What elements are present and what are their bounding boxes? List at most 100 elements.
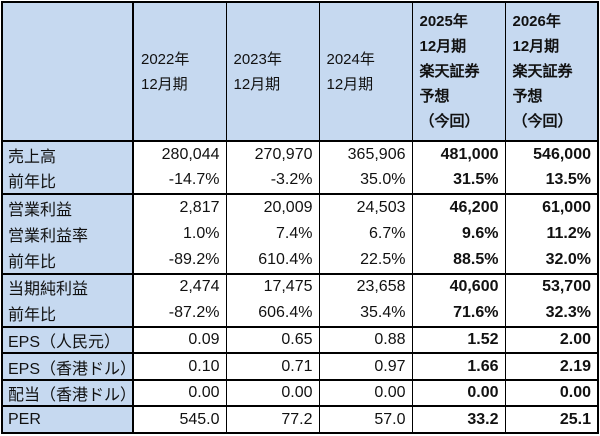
cell: -3.2% — [225, 167, 319, 195]
cell-forecast: 53,700 — [504, 272, 598, 301]
cell: 280,044 — [132, 140, 226, 168]
cell: 0.65 — [225, 325, 319, 354]
cell: 270,970 — [225, 140, 319, 168]
table-row-dividend-hkd: 配当（香港ドル） 0.00 0.00 0.00 0.00 0.00 — [1, 378, 598, 407]
row-label: 売上高 — [1, 140, 134, 168]
cell-forecast: 25.1 — [504, 405, 598, 433]
table-row-net-profit-yoy: 前年比 -87.2% 606.4% 35.4% 71.6% 32.3% — [1, 300, 598, 327]
table-row-per: PER 545.0 77.2 57.0 33.2 25.1 — [1, 405, 598, 433]
table-row-sales: 売上高 280,044 270,970 365,906 481,000 546,… — [1, 140, 598, 168]
cell: 606.4% — [225, 300, 319, 327]
row-label: EPS（香港ドル） — [1, 352, 134, 380]
cell: -89.2% — [132, 247, 226, 274]
header-line: 2026年 — [512, 13, 561, 30]
cell: 23,658 — [318, 272, 412, 301]
table-row-sales-yoy: 前年比 -14.7% -3.2% 35.0% 31.5% 13.5% — [1, 167, 598, 195]
cell-forecast: 33.2 — [411, 405, 505, 433]
corner-cell — [1, 2, 134, 142]
row-label: 前年比 — [1, 167, 134, 195]
cell: 57.0 — [318, 405, 412, 433]
cell: 7.4% — [225, 220, 319, 248]
cell: 77.2 — [225, 405, 319, 433]
cell: 17,475 — [225, 272, 319, 301]
cell-forecast: 71.6% — [411, 300, 505, 327]
row-label: 配当（香港ドル） — [1, 378, 134, 407]
cell: 2,817 — [132, 193, 226, 221]
cell: 22.5% — [318, 247, 412, 274]
cell-forecast: 9.6% — [411, 220, 505, 248]
cell: 1.0% — [132, 220, 226, 248]
cell-forecast: 11.2% — [504, 220, 598, 248]
column-header-fy2025-forecast: 2025年 12月期 楽天証券 予想 （今回） — [411, 2, 505, 142]
header-line: （今回） — [512, 113, 573, 130]
column-header-fy2023: 2023年 12月期 — [225, 2, 319, 142]
header-line: 12月期 — [141, 75, 188, 93]
cell: -87.2% — [132, 300, 226, 327]
row-label: 前年比 — [1, 300, 134, 327]
cell-forecast: 481,000 — [411, 140, 505, 168]
cell-forecast: 31.5% — [411, 167, 505, 195]
cell: 0.00 — [132, 378, 226, 407]
cell-forecast: 2.00 — [504, 325, 598, 354]
cell-forecast: 32.3% — [504, 300, 598, 327]
row-label: 営業利益率 — [1, 220, 134, 248]
table-row-operating-profit: 営業利益 2,817 20,009 24,503 46,200 61,000 — [1, 193, 598, 221]
header-line: 12月期 — [233, 75, 281, 93]
cell-forecast: 46,200 — [411, 193, 505, 221]
column-header-fy2024: 2024年 12月期 — [318, 2, 412, 142]
cell: 35.4% — [318, 300, 412, 327]
column-header-fy2026-forecast: 2026年 12月期 楽天証券 予想 （今回） — [504, 2, 598, 142]
cell-forecast: 32.0% — [504, 247, 598, 274]
cell: 0.00 — [225, 378, 319, 407]
row-label: PER — [1, 405, 134, 433]
cell-forecast: 2.19 — [504, 352, 598, 380]
cell: 2,474 — [132, 272, 226, 301]
cell: 20,009 — [225, 193, 319, 221]
header-row: 2022年 12月期 2023年 12月期 2024年 12月期 2025年 1… — [1, 2, 598, 142]
header-line: 12月期 — [419, 38, 467, 55]
cell-forecast: 1.66 — [411, 352, 505, 380]
header-line: 2024年 — [326, 50, 375, 68]
cell: 365,906 — [318, 140, 412, 168]
table-row-eps-hkd: EPS（香港ドル） 0.10 0.71 0.97 1.66 2.19 — [1, 352, 598, 380]
cell: 35.0% — [318, 167, 412, 195]
column-header-fy2022: 2022年 12月期 — [132, 2, 226, 142]
cell: 0.10 — [132, 352, 226, 380]
header-line: 2022年 — [141, 50, 190, 68]
header-line: 2023年 — [233, 50, 282, 68]
row-label: 前年比 — [1, 247, 134, 274]
cell-forecast: 0.00 — [411, 378, 505, 407]
cell: 610.4% — [225, 247, 319, 274]
table-row-eps-rmb: EPS（人民元） 0.09 0.65 0.88 1.52 2.00 — [1, 325, 598, 354]
cell: 0.88 — [318, 325, 412, 354]
cell: 545.0 — [132, 405, 226, 433]
row-label: 営業利益 — [1, 193, 134, 221]
cell-forecast: 40,600 — [411, 272, 505, 301]
cell-forecast: 1.52 — [411, 325, 505, 354]
table-row-operating-profit-yoy: 前年比 -89.2% 610.4% 22.5% 88.5% 32.0% — [1, 247, 598, 274]
cell: 0.71 — [225, 352, 319, 380]
cell-forecast: 13.5% — [504, 167, 598, 195]
header-line: 予想 — [512, 88, 543, 105]
cell-forecast: 61,000 — [504, 193, 598, 221]
cell-forecast: 0.00 — [504, 378, 598, 407]
cell: -14.7% — [132, 167, 226, 195]
header-line: 12月期 — [326, 75, 374, 93]
cell-forecast: 88.5% — [411, 247, 505, 274]
cell: 0.00 — [318, 378, 412, 407]
table-row-operating-margin: 営業利益率 1.0% 7.4% 6.7% 9.6% 11.2% — [1, 220, 598, 248]
cell: 0.97 — [318, 352, 412, 380]
header-line: 予想 — [419, 88, 450, 105]
row-label: 当期純利益 — [1, 272, 134, 301]
header-line: 2025年 — [419, 13, 468, 30]
header-line: 楽天証券 — [512, 63, 573, 80]
cell: 0.09 — [132, 325, 226, 354]
header-line: 12月期 — [512, 38, 560, 55]
header-line: 楽天証券 — [419, 63, 480, 80]
row-label: EPS（人民元） — [1, 325, 134, 354]
cell-forecast: 546,000 — [504, 140, 598, 168]
cell: 6.7% — [318, 220, 412, 248]
header-line: （今回） — [419, 113, 480, 130]
